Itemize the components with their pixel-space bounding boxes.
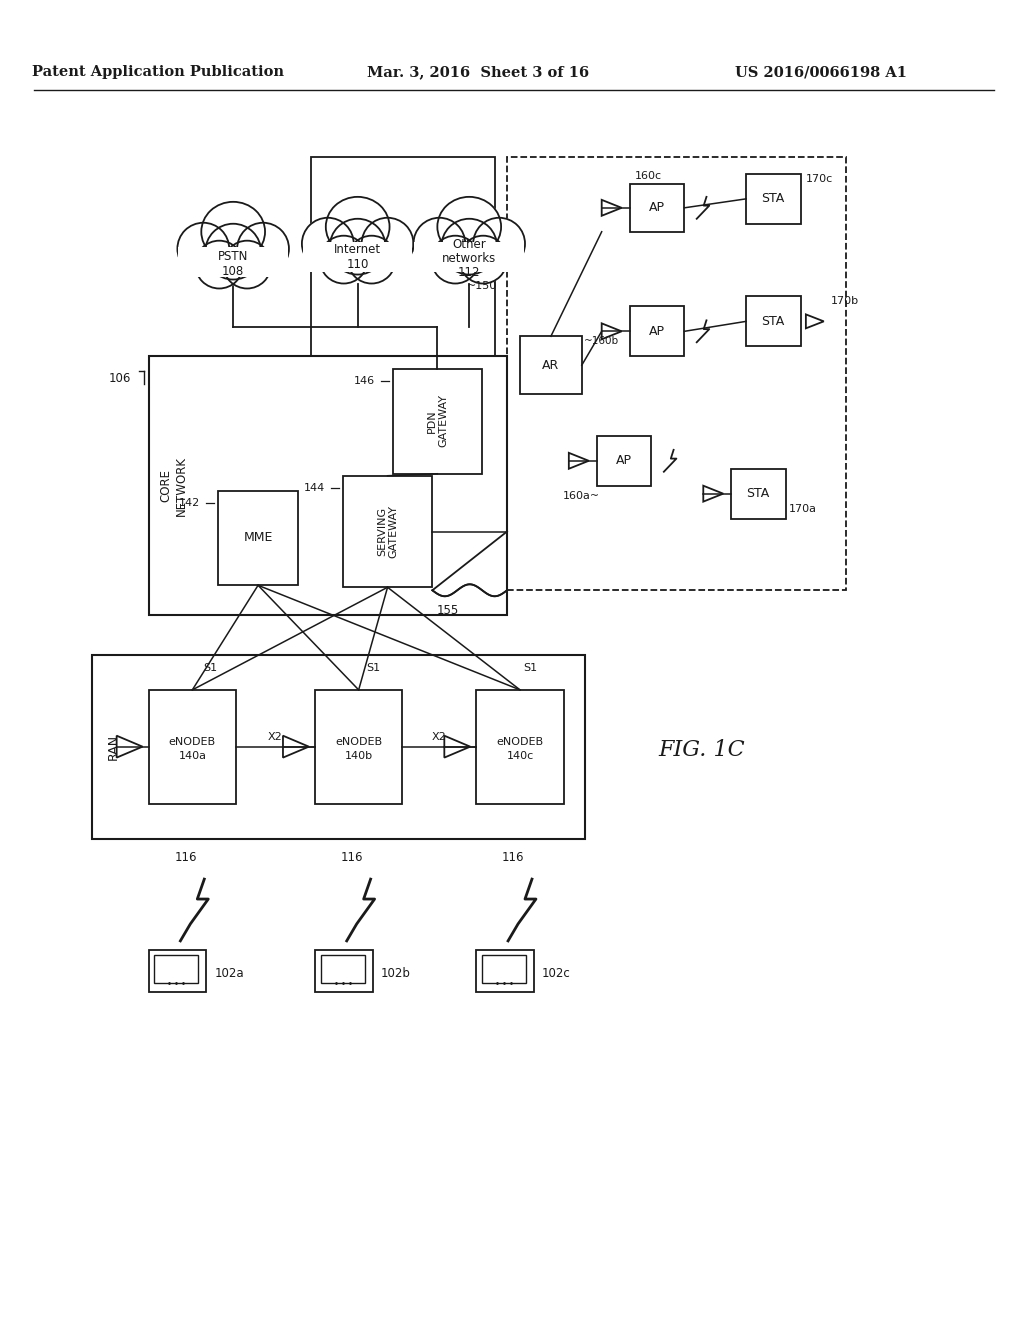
Bar xyxy=(343,475,432,587)
Bar xyxy=(476,690,564,804)
Text: ~150: ~150 xyxy=(467,281,497,292)
Bar xyxy=(520,337,582,395)
Text: 116: 116 xyxy=(502,850,524,863)
Bar xyxy=(476,950,534,991)
Bar xyxy=(321,954,365,982)
Ellipse shape xyxy=(460,236,507,284)
Text: SERVING
GATEWAY: SERVING GATEWAY xyxy=(377,506,398,558)
Ellipse shape xyxy=(302,218,353,269)
Text: RAN: RAN xyxy=(108,734,120,760)
Text: Other: Other xyxy=(453,238,486,251)
Bar xyxy=(218,491,298,585)
Text: 102b: 102b xyxy=(381,968,411,981)
Bar xyxy=(415,242,524,272)
Ellipse shape xyxy=(441,219,497,275)
Bar xyxy=(148,690,237,804)
Ellipse shape xyxy=(223,240,271,289)
Bar xyxy=(314,950,373,991)
Bar xyxy=(746,174,801,224)
Text: 155: 155 xyxy=(436,603,459,616)
Text: US 2016/0066198 A1: US 2016/0066198 A1 xyxy=(735,66,907,79)
Bar xyxy=(630,306,684,356)
Text: FIG. 1C: FIG. 1C xyxy=(658,739,744,760)
Text: STA: STA xyxy=(746,487,770,500)
Text: X2: X2 xyxy=(432,731,446,742)
Text: 142: 142 xyxy=(179,498,201,508)
Text: 170a: 170a xyxy=(788,504,817,513)
Text: AP: AP xyxy=(648,202,665,214)
Text: eNODEB: eNODEB xyxy=(169,737,216,747)
Text: 108: 108 xyxy=(222,265,245,279)
Text: 170b: 170b xyxy=(830,297,859,306)
Text: networks: networks xyxy=(442,252,497,265)
Ellipse shape xyxy=(319,236,368,284)
Bar xyxy=(597,436,651,486)
Ellipse shape xyxy=(330,219,386,275)
Text: S1: S1 xyxy=(367,663,381,673)
Text: AP: AP xyxy=(615,454,632,467)
Bar xyxy=(92,655,585,840)
Text: 102a: 102a xyxy=(214,968,244,981)
Bar xyxy=(482,954,526,982)
Ellipse shape xyxy=(196,240,243,289)
Bar xyxy=(507,157,846,590)
Text: PDN
GATEWAY: PDN GATEWAY xyxy=(427,395,449,447)
Text: eNODEB: eNODEB xyxy=(497,737,544,747)
Ellipse shape xyxy=(414,218,465,269)
Text: 106: 106 xyxy=(109,372,131,384)
Text: ~160b: ~160b xyxy=(584,337,618,346)
Text: 112: 112 xyxy=(458,267,480,279)
Text: 170c: 170c xyxy=(806,174,834,183)
Bar xyxy=(303,242,413,272)
Bar xyxy=(731,469,786,519)
Bar xyxy=(178,247,288,276)
Ellipse shape xyxy=(348,236,395,284)
Text: 140a: 140a xyxy=(178,751,206,760)
Text: 116: 116 xyxy=(174,850,197,863)
Ellipse shape xyxy=(238,223,289,275)
Bar xyxy=(148,356,507,615)
Text: PSTN: PSTN xyxy=(218,249,249,263)
Text: S1: S1 xyxy=(203,663,217,673)
Text: STA: STA xyxy=(762,193,784,206)
Text: 140b: 140b xyxy=(345,751,373,760)
Text: MME: MME xyxy=(244,531,272,544)
Text: Internet: Internet xyxy=(334,243,381,256)
Text: 140c: 140c xyxy=(507,751,534,760)
Text: 160a~: 160a~ xyxy=(563,491,600,500)
Bar xyxy=(392,370,482,474)
Text: 160c: 160c xyxy=(635,172,662,181)
Text: 102c: 102c xyxy=(542,968,570,981)
Text: S1: S1 xyxy=(523,663,537,673)
Ellipse shape xyxy=(431,236,479,284)
Bar xyxy=(155,954,199,982)
Text: AP: AP xyxy=(648,325,665,338)
Ellipse shape xyxy=(202,202,265,261)
Bar xyxy=(311,157,496,356)
Bar xyxy=(746,297,801,346)
Ellipse shape xyxy=(205,224,261,280)
Ellipse shape xyxy=(326,197,389,256)
Text: Mar. 3, 2016  Sheet 3 of 16: Mar. 3, 2016 Sheet 3 of 16 xyxy=(368,66,589,79)
Text: 110: 110 xyxy=(346,259,369,271)
Text: 144: 144 xyxy=(303,483,325,492)
Text: 146: 146 xyxy=(353,376,375,387)
Text: AR: AR xyxy=(543,359,559,372)
Ellipse shape xyxy=(177,223,229,275)
Ellipse shape xyxy=(473,218,525,269)
Text: STA: STA xyxy=(762,315,784,327)
Bar xyxy=(314,690,402,804)
Text: X2: X2 xyxy=(267,731,283,742)
Text: 116: 116 xyxy=(341,850,364,863)
Text: CORE
NETWORK: CORE NETWORK xyxy=(160,455,187,516)
Bar xyxy=(630,183,684,232)
Text: Patent Application Publication: Patent Application Publication xyxy=(33,66,285,79)
Text: eNODEB: eNODEB xyxy=(335,737,382,747)
Bar xyxy=(148,950,206,991)
Ellipse shape xyxy=(437,197,501,256)
Ellipse shape xyxy=(361,218,414,269)
